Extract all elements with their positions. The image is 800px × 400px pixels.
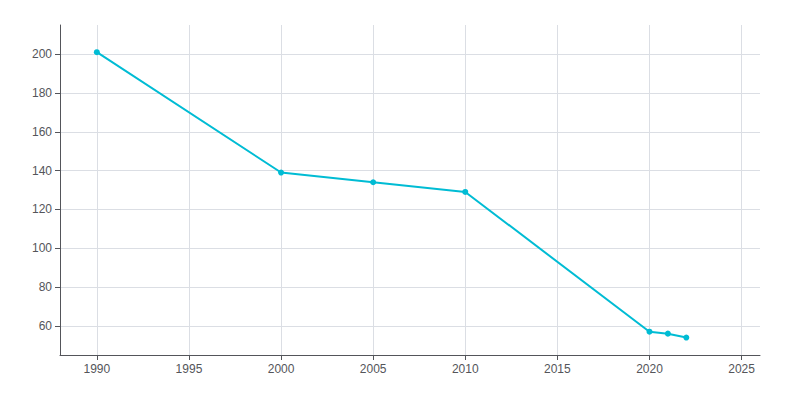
svg-text:2025: 2025 [728,362,755,376]
svg-text:1990: 1990 [83,362,110,376]
svg-text:1995: 1995 [176,362,203,376]
svg-text:120: 120 [32,202,52,216]
svg-text:80: 80 [39,280,53,294]
svg-text:2010: 2010 [452,362,479,376]
svg-text:60: 60 [39,319,53,333]
svg-text:2000: 2000 [268,362,295,376]
svg-text:140: 140 [32,164,52,178]
svg-text:160: 160 [32,125,52,139]
svg-text:200: 200 [32,47,52,61]
svg-text:2005: 2005 [360,362,387,376]
svg-text:2020: 2020 [636,362,663,376]
svg-text:100: 100 [32,241,52,255]
svg-text:180: 180 [32,86,52,100]
svg-text:2015: 2015 [544,362,571,376]
